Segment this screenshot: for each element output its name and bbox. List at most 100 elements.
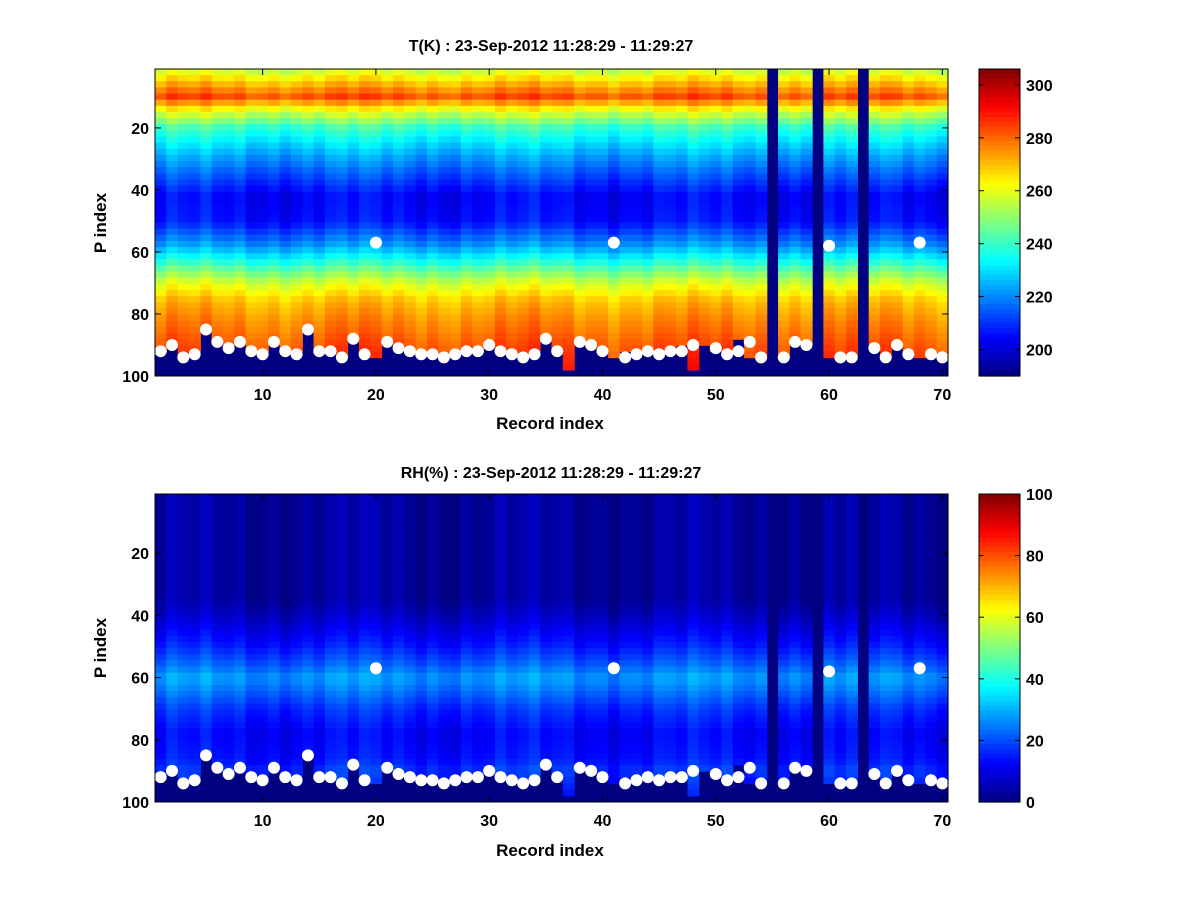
heatmap-cell xyxy=(155,154,167,162)
heatmap-cell xyxy=(834,314,847,322)
heatmap-cell xyxy=(789,320,802,328)
heatmap-cell xyxy=(449,691,462,698)
heatmap-cell xyxy=(528,69,541,76)
heatmap-cell xyxy=(472,93,485,101)
heatmap-cell xyxy=(200,734,213,741)
heatmap-cell xyxy=(155,130,167,138)
heatmap-cell xyxy=(302,580,315,587)
heatmap-cell xyxy=(188,296,201,303)
heatmap-cell xyxy=(336,672,349,680)
heatmap-cell xyxy=(370,302,383,310)
heatmap-cell xyxy=(925,124,938,131)
heatmap-cell xyxy=(166,326,179,334)
heatmap-cell xyxy=(494,197,507,205)
heatmap-cell xyxy=(460,222,473,230)
heatmap-cell xyxy=(324,240,337,248)
heatmap-cell xyxy=(698,154,711,162)
heatmap-cell xyxy=(721,240,734,248)
heatmap-cell xyxy=(619,148,632,156)
heatmap-cell xyxy=(404,635,417,643)
heatmap-cell xyxy=(222,283,235,291)
heatmap-cell xyxy=(347,715,360,723)
heatmap-cell xyxy=(891,69,904,76)
surface-marker xyxy=(687,338,700,351)
heatmap-cell xyxy=(313,617,326,624)
heatmap-cell xyxy=(211,629,224,637)
colorbar-tick-label: 220 xyxy=(1026,290,1053,307)
heatmap-cell xyxy=(676,253,689,260)
heatmap-column xyxy=(494,494,507,778)
heatmap-cell xyxy=(177,524,190,532)
heatmap-cell xyxy=(392,75,405,82)
heatmap-cell xyxy=(392,191,405,199)
heatmap-cell xyxy=(381,752,394,760)
heatmap-cell xyxy=(290,240,303,248)
heatmap-cell xyxy=(268,99,281,107)
heatmap-cell xyxy=(528,283,541,291)
heatmap-cell xyxy=(664,265,677,273)
heatmap-cell xyxy=(664,308,677,316)
heatmap-cell xyxy=(222,75,235,82)
heatmap-cell xyxy=(268,604,281,612)
heatmap-cell xyxy=(370,179,383,187)
heatmap-cell xyxy=(177,179,190,187)
heatmap-cell xyxy=(381,277,394,285)
heatmap-cell xyxy=(200,567,213,575)
heatmap-cell xyxy=(256,314,269,322)
heatmap-cell xyxy=(846,296,858,303)
heatmap-cell xyxy=(653,314,666,322)
heatmap-cell xyxy=(823,222,836,230)
heatmap-cell xyxy=(551,697,564,705)
heatmap-cell xyxy=(846,247,858,254)
heatmap-cell xyxy=(925,111,938,119)
heatmap-cell xyxy=(551,99,564,107)
heatmap-cell xyxy=(653,99,666,107)
heatmap-cell xyxy=(415,660,428,668)
heatmap-cell xyxy=(721,290,734,297)
heatmap-cell xyxy=(755,161,768,168)
heatmap-cell xyxy=(676,216,689,224)
heatmap-cell xyxy=(642,333,655,340)
heatmap-cell xyxy=(392,672,405,680)
heatmap-cell xyxy=(234,629,247,637)
heatmap-cell xyxy=(846,253,858,260)
heatmap-cell xyxy=(358,222,371,230)
heatmap-cell xyxy=(426,222,439,230)
heatmap-cell xyxy=(438,277,451,285)
heatmap-cell xyxy=(710,99,723,107)
heatmap-cell xyxy=(358,635,371,643)
heatmap-cell xyxy=(449,592,462,600)
heatmap-cell xyxy=(256,654,269,661)
heatmap-cell xyxy=(245,691,258,698)
heatmap-cell xyxy=(177,641,190,649)
heatmap-cell xyxy=(188,191,201,199)
heatmap-cell xyxy=(460,629,473,637)
heatmap-cell xyxy=(188,611,201,618)
heatmap-cell xyxy=(404,697,417,705)
heatmap-cell xyxy=(494,69,507,76)
heatmap-cell xyxy=(392,308,405,316)
heatmap-cell xyxy=(347,161,360,168)
heatmap-cell xyxy=(222,210,235,217)
heatmap-cell xyxy=(234,691,247,698)
heatmap-cell xyxy=(404,240,417,248)
heatmap-cell xyxy=(358,314,371,322)
heatmap-column xyxy=(245,69,258,353)
heatmap-cell xyxy=(925,234,938,242)
heatmap-column xyxy=(574,69,587,340)
heatmap-cell xyxy=(608,81,621,89)
heatmap-cell xyxy=(676,93,689,101)
heatmap-cell xyxy=(585,124,598,131)
heatmap-cell xyxy=(914,179,926,187)
heatmap-cell xyxy=(483,197,496,205)
heatmap-cell xyxy=(234,617,247,624)
heatmap-cell xyxy=(404,648,417,655)
heatmap-cell xyxy=(370,191,383,199)
heatmap-cell xyxy=(710,277,723,285)
heatmap-cell xyxy=(823,197,836,205)
heatmap-cell xyxy=(279,173,292,181)
heatmap-cell xyxy=(279,758,292,766)
heatmap-cell xyxy=(710,142,723,150)
heatmap-cell xyxy=(404,314,417,322)
heatmap-cell xyxy=(290,518,303,526)
